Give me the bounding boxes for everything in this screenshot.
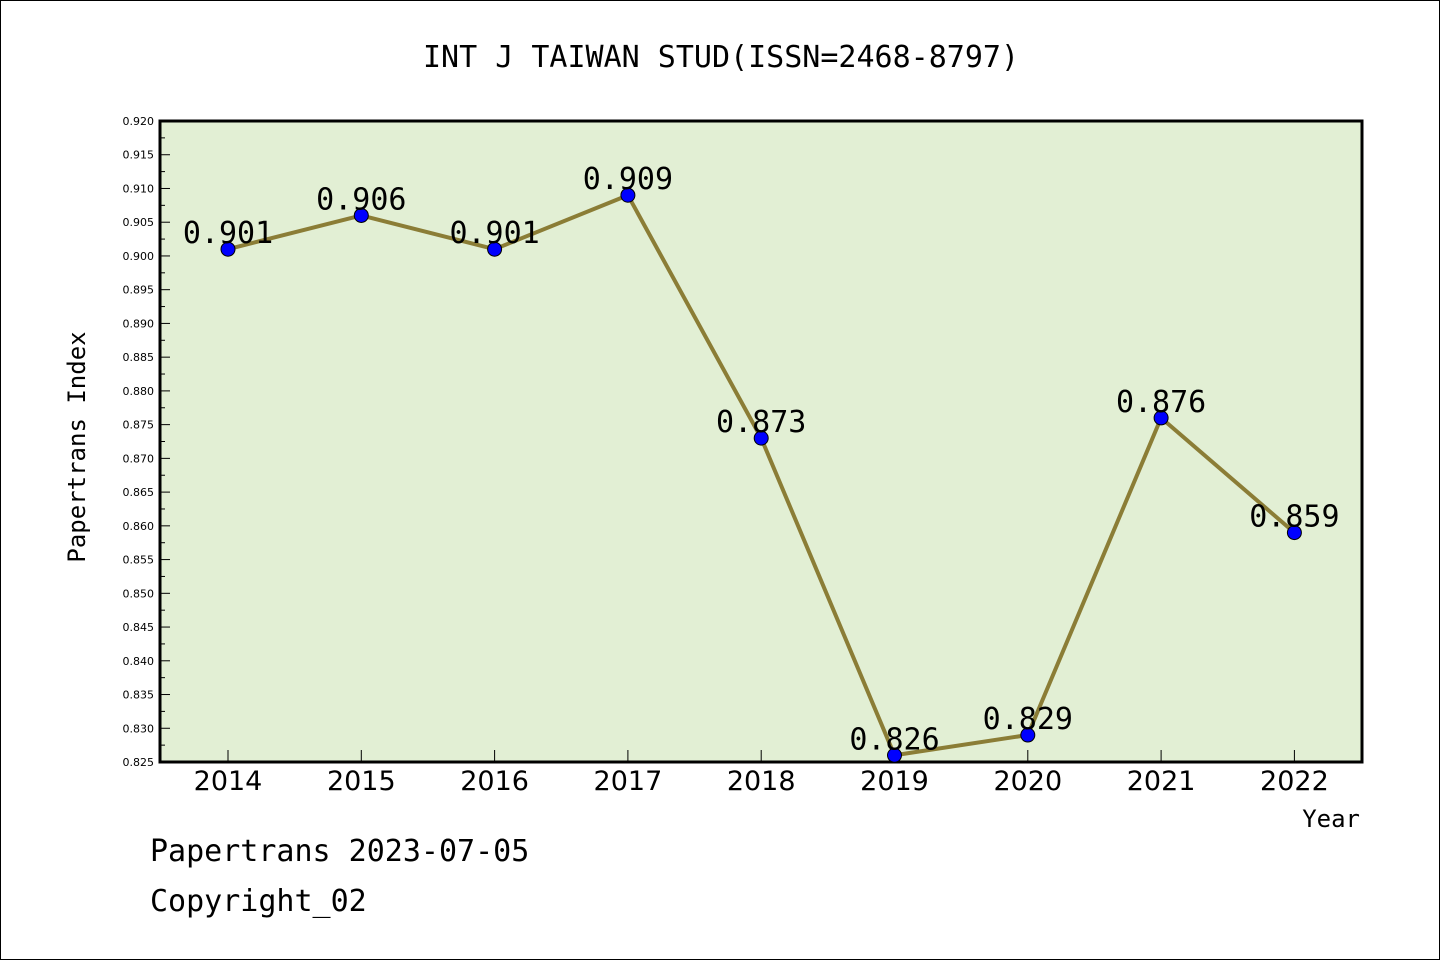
data-label: 0.901	[449, 216, 539, 251]
y-tick-label: 0.845	[123, 621, 155, 634]
data-point	[220, 241, 236, 257]
y-tick-label: 0.920	[123, 115, 155, 128]
y-tick-label: 0.905	[123, 216, 155, 229]
footer-source: Papertrans 2023-07-05	[150, 834, 530, 869]
x-tick-label: 2017	[594, 766, 663, 797]
x-tick-label: 2020	[993, 766, 1062, 797]
data-point	[1020, 727, 1036, 743]
data-label: 0.906	[316, 182, 406, 217]
data-label: 0.901	[183, 216, 273, 251]
y-tick-label: 0.830	[123, 722, 155, 735]
data-label: 0.909	[583, 162, 673, 197]
y-tick-label: 0.865	[123, 486, 155, 499]
x-tick-label: 2022	[1260, 766, 1329, 797]
y-tick-label: 0.910	[123, 182, 155, 195]
y-tick-label: 0.900	[123, 250, 155, 263]
x-tick-label: 2019	[860, 766, 929, 797]
x-tick-label: 2016	[460, 766, 529, 797]
x-tick-label: 2018	[727, 766, 796, 797]
y-tick-label: 0.825	[123, 756, 155, 769]
chart-title: INT J TAIWAN STUD(ISSN=2468-8797)	[423, 40, 1019, 75]
x-tick-label: 2015	[327, 766, 396, 797]
y-tick-label: 0.875	[123, 419, 155, 432]
data-label: 0.859	[1249, 500, 1339, 535]
data-point	[353, 207, 369, 223]
y-tick-label: 0.885	[123, 351, 155, 364]
data-point	[1153, 410, 1169, 426]
y-tick-label: 0.895	[123, 284, 155, 297]
y-tick-label: 0.840	[123, 655, 155, 668]
y-tick-label: 0.860	[123, 520, 155, 533]
data-label: 0.826	[849, 722, 939, 757]
y-tick-label: 0.850	[123, 587, 155, 600]
footer-copyright: Copyright_02	[150, 884, 367, 919]
data-point	[487, 241, 503, 257]
series-layer: 0.901 0.906 0.901 0.909 0.873 0.826 0.829 0.876…	[183, 162, 1340, 763]
y-tick-label: 0.870	[123, 452, 155, 465]
y-tick-label: 0.855	[123, 554, 155, 567]
x-axis: 2014 2015 2016 2017 2018 2019 2020 2021 2022	[194, 750, 1329, 797]
y-tick-label: 0.915	[123, 149, 155, 162]
x-axis-label: Year	[1302, 805, 1360, 833]
data-label: 0.873	[716, 405, 806, 440]
x-tick-label: 2014	[194, 766, 263, 797]
data-point	[620, 187, 636, 203]
y-axis-label: Papertrans Index	[63, 331, 91, 562]
data-label: 0.876	[1116, 385, 1206, 420]
y-tick-label: 0.880	[123, 385, 155, 398]
y-tick-label: 0.890	[123, 317, 155, 330]
y-axis: 0.825 0.830 0.835 0.840 0.845 0.850 0.855 0.860…	[123, 115, 170, 769]
data-point	[753, 430, 769, 446]
x-tick-label: 2021	[1127, 766, 1196, 797]
data-point	[1286, 525, 1302, 541]
data-label: 0.829	[983, 702, 1073, 737]
data-point	[887, 747, 902, 763]
y-tick-label: 0.835	[123, 689, 155, 702]
